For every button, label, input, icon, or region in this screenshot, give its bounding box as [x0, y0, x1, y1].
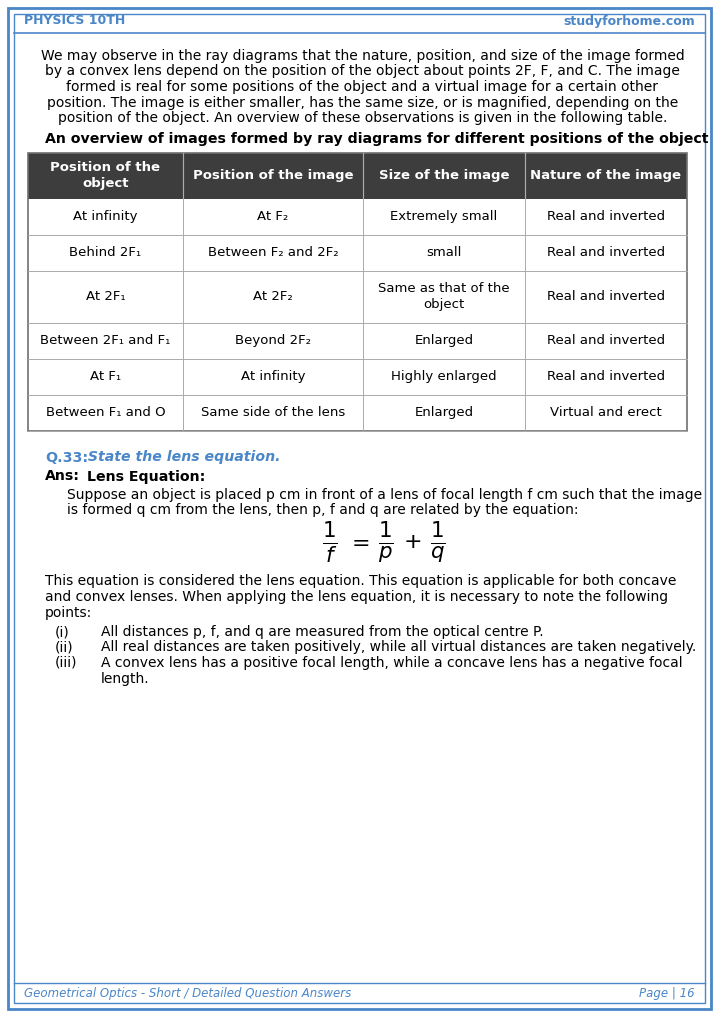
Text: At F₁: At F₁	[90, 370, 121, 383]
Text: Between F₂ and 2F₂: Between F₂ and 2F₂	[208, 246, 339, 259]
Text: studyforhome.com: studyforhome.com	[563, 14, 695, 27]
Text: At F₂: At F₂	[257, 210, 288, 223]
Text: Position of the
object: Position of the object	[50, 161, 160, 190]
Text: At infinity: At infinity	[73, 210, 138, 223]
Text: points:: points:	[45, 605, 92, 619]
Text: $\frac{1}{f}$: $\frac{1}{f}$	[322, 520, 338, 565]
Text: Q.33:: Q.33:	[45, 451, 88, 465]
Text: We may observe in the ray diagrams that the nature, position, and size of the im: We may observe in the ray diagrams that …	[41, 49, 684, 63]
Text: Same as that of the
object: Same as that of the object	[378, 282, 510, 311]
Text: $=$: $=$	[347, 532, 370, 553]
Bar	[28, 359, 687, 395]
Text: Same side of the lens: Same side of the lens	[201, 406, 345, 419]
Text: Extremely small: Extremely small	[390, 210, 498, 223]
Text: Real and inverted: Real and inverted	[547, 210, 665, 223]
Text: At 2F₂: At 2F₂	[253, 290, 293, 303]
Text: position of the object. An overview of these observations is given in the follow: position of the object. An overview of t…	[58, 111, 667, 125]
Text: Page | 16: Page | 16	[639, 988, 695, 1001]
Text: All distances p, f, and q are measured from the optical centre P.: All distances p, f, and q are measured f…	[101, 625, 544, 639]
Text: (i): (i)	[55, 625, 70, 639]
Text: An overview of images formed by ray diagrams for different positions of the obje: An overview of images formed by ray diag…	[45, 132, 708, 146]
Text: Between F₁ and O: Between F₁ and O	[46, 406, 165, 419]
Text: by a convex lens depend on the position of the object about points 2F, F, and C.: by a convex lens depend on the position …	[45, 64, 680, 78]
Bar	[28, 153, 687, 198]
Text: position. The image is either smaller, has the same size, or is magnified, depen: position. The image is either smaller, h…	[47, 96, 678, 110]
Text: State the lens equation.: State the lens equation.	[83, 451, 280, 465]
Text: Virtual and erect: Virtual and erect	[550, 406, 662, 419]
Text: length.: length.	[101, 671, 150, 685]
Bar	[28, 153, 687, 430]
Text: Beyond 2F₂: Beyond 2F₂	[235, 334, 311, 347]
Bar	[28, 198, 687, 235]
Text: Nature of the image: Nature of the image	[531, 169, 682, 182]
Bar	[28, 235, 687, 271]
Text: Behind 2F₁: Behind 2F₁	[70, 246, 142, 259]
Text: Real and inverted: Real and inverted	[547, 370, 665, 383]
Text: $\frac{1}{q}$: $\frac{1}{q}$	[430, 520, 446, 565]
Bar	[28, 322, 687, 359]
Text: At 2F₁: At 2F₁	[86, 290, 125, 303]
Text: Real and inverted: Real and inverted	[547, 334, 665, 347]
Text: Highly enlarged: Highly enlarged	[391, 370, 497, 383]
Text: $\frac{1}{p}$: $\frac{1}{p}$	[378, 520, 394, 565]
Text: Ans:: Ans:	[45, 470, 80, 483]
Text: Between 2F₁ and F₁: Between 2F₁ and F₁	[40, 334, 170, 347]
Text: Real and inverted: Real and inverted	[547, 290, 665, 303]
Text: formed is real for some positions of the object and a virtual image for a certai: formed is real for some positions of the…	[66, 80, 659, 94]
Text: and convex lenses. When applying the lens equation, it is necessary to note the : and convex lenses. When applying the len…	[45, 590, 668, 604]
Text: A convex lens has a positive focal length, while a concave lens has a negative f: A convex lens has a positive focal lengt…	[101, 656, 682, 670]
Text: PHYSICS 10TH: PHYSICS 10TH	[24, 14, 125, 27]
Text: Enlarged: Enlarged	[414, 406, 474, 419]
Text: Enlarged: Enlarged	[414, 334, 474, 347]
Text: Size of the image: Size of the image	[379, 169, 509, 182]
Text: small: small	[426, 246, 462, 259]
Text: (ii): (ii)	[55, 641, 73, 655]
Bar	[28, 395, 687, 430]
Text: Lens Equation:: Lens Equation:	[87, 470, 206, 483]
Text: Position of the image: Position of the image	[193, 169, 353, 182]
Text: $+$: $+$	[403, 532, 421, 553]
Bar	[28, 271, 687, 322]
Text: At infinity: At infinity	[241, 370, 306, 383]
Text: (iii): (iii)	[55, 656, 78, 670]
Text: Real and inverted: Real and inverted	[547, 246, 665, 259]
Text: Suppose an object is placed p cm in front of a lens of focal length f cm such th: Suppose an object is placed p cm in fron…	[67, 487, 702, 501]
Text: All real distances are taken positively, while all virtual distances are taken n: All real distances are taken positively,…	[101, 641, 696, 655]
Text: This equation is considered the lens equation. This equation is applicable for b: This equation is considered the lens equ…	[45, 575, 677, 589]
Text: Geometrical Optics - Short / Detailed Question Answers: Geometrical Optics - Short / Detailed Qu…	[24, 988, 352, 1001]
Text: is formed q cm from the lens, then p, f and q are related by the equation:: is formed q cm from the lens, then p, f …	[67, 503, 579, 517]
